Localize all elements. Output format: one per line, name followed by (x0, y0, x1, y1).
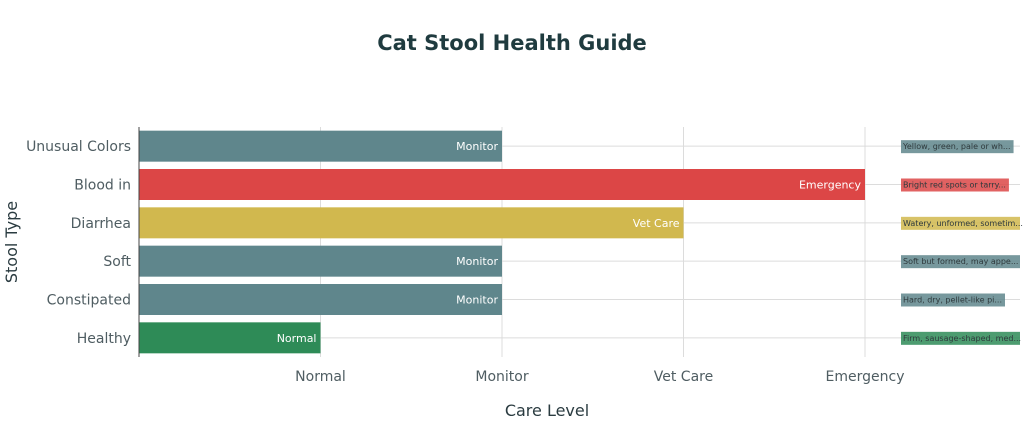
note-label: Firm, sausage-shaped, med... (903, 334, 1021, 343)
bar-label: Normal (277, 332, 317, 345)
x-tick-label: Vet Care (654, 369, 713, 385)
bar (139, 130, 502, 162)
x-tick-label: Normal (295, 369, 346, 385)
annotations: Yellow, green, pale or wh... Bright red s… (901, 140, 1023, 345)
note-label: Watery, unformed, sometim... (903, 219, 1023, 228)
y-tick-label: Blood in (74, 178, 131, 194)
bar (139, 284, 502, 315)
x-axis-title: Care Level (505, 401, 589, 420)
x-tick-label: Monitor (475, 369, 528, 385)
bar (139, 245, 502, 277)
note-box (901, 255, 1020, 269)
note-label: Hard, dry, pellet-like pi... (903, 296, 1002, 305)
note-box (901, 216, 1020, 230)
bar (139, 207, 684, 239)
note-box (901, 331, 1020, 345)
bar (139, 322, 321, 354)
bar-label: Monitor (456, 294, 498, 307)
y-tick-label: Unusual Colors (26, 139, 131, 155)
bar (139, 169, 865, 200)
x-tick-label: Emergency (826, 369, 905, 385)
note-box (901, 140, 1014, 154)
y-axis-title: Stool Type (2, 201, 21, 283)
note-label: Yellow, green, pale or wh... (902, 142, 1011, 151)
chart-title: Cat Stool Health Guide (377, 31, 647, 55)
bar-label: Vet Care (633, 217, 680, 230)
note-label: Soft but formed, may appe... (903, 257, 1018, 266)
y-tick-label: Healthy (77, 331, 131, 347)
bar-label: Monitor (456, 140, 498, 153)
bar-label: Monitor (456, 255, 498, 268)
y-tick-label: Diarrhea (71, 216, 131, 232)
note-box (901, 293, 1005, 307)
y-tick-label: Constipated (47, 293, 131, 309)
bar-label: Emergency (799, 179, 862, 192)
note-label: Bright red spots or tarry... (903, 181, 1006, 190)
y-tick-label: Soft (103, 254, 131, 270)
bars: Monitor Emergency Vet Care Monitor Monitor No… (139, 130, 865, 354)
axes: Unusual Colors Blood in Diarrhea Soft Consti… (26, 127, 904, 385)
note-box (901, 178, 1009, 192)
